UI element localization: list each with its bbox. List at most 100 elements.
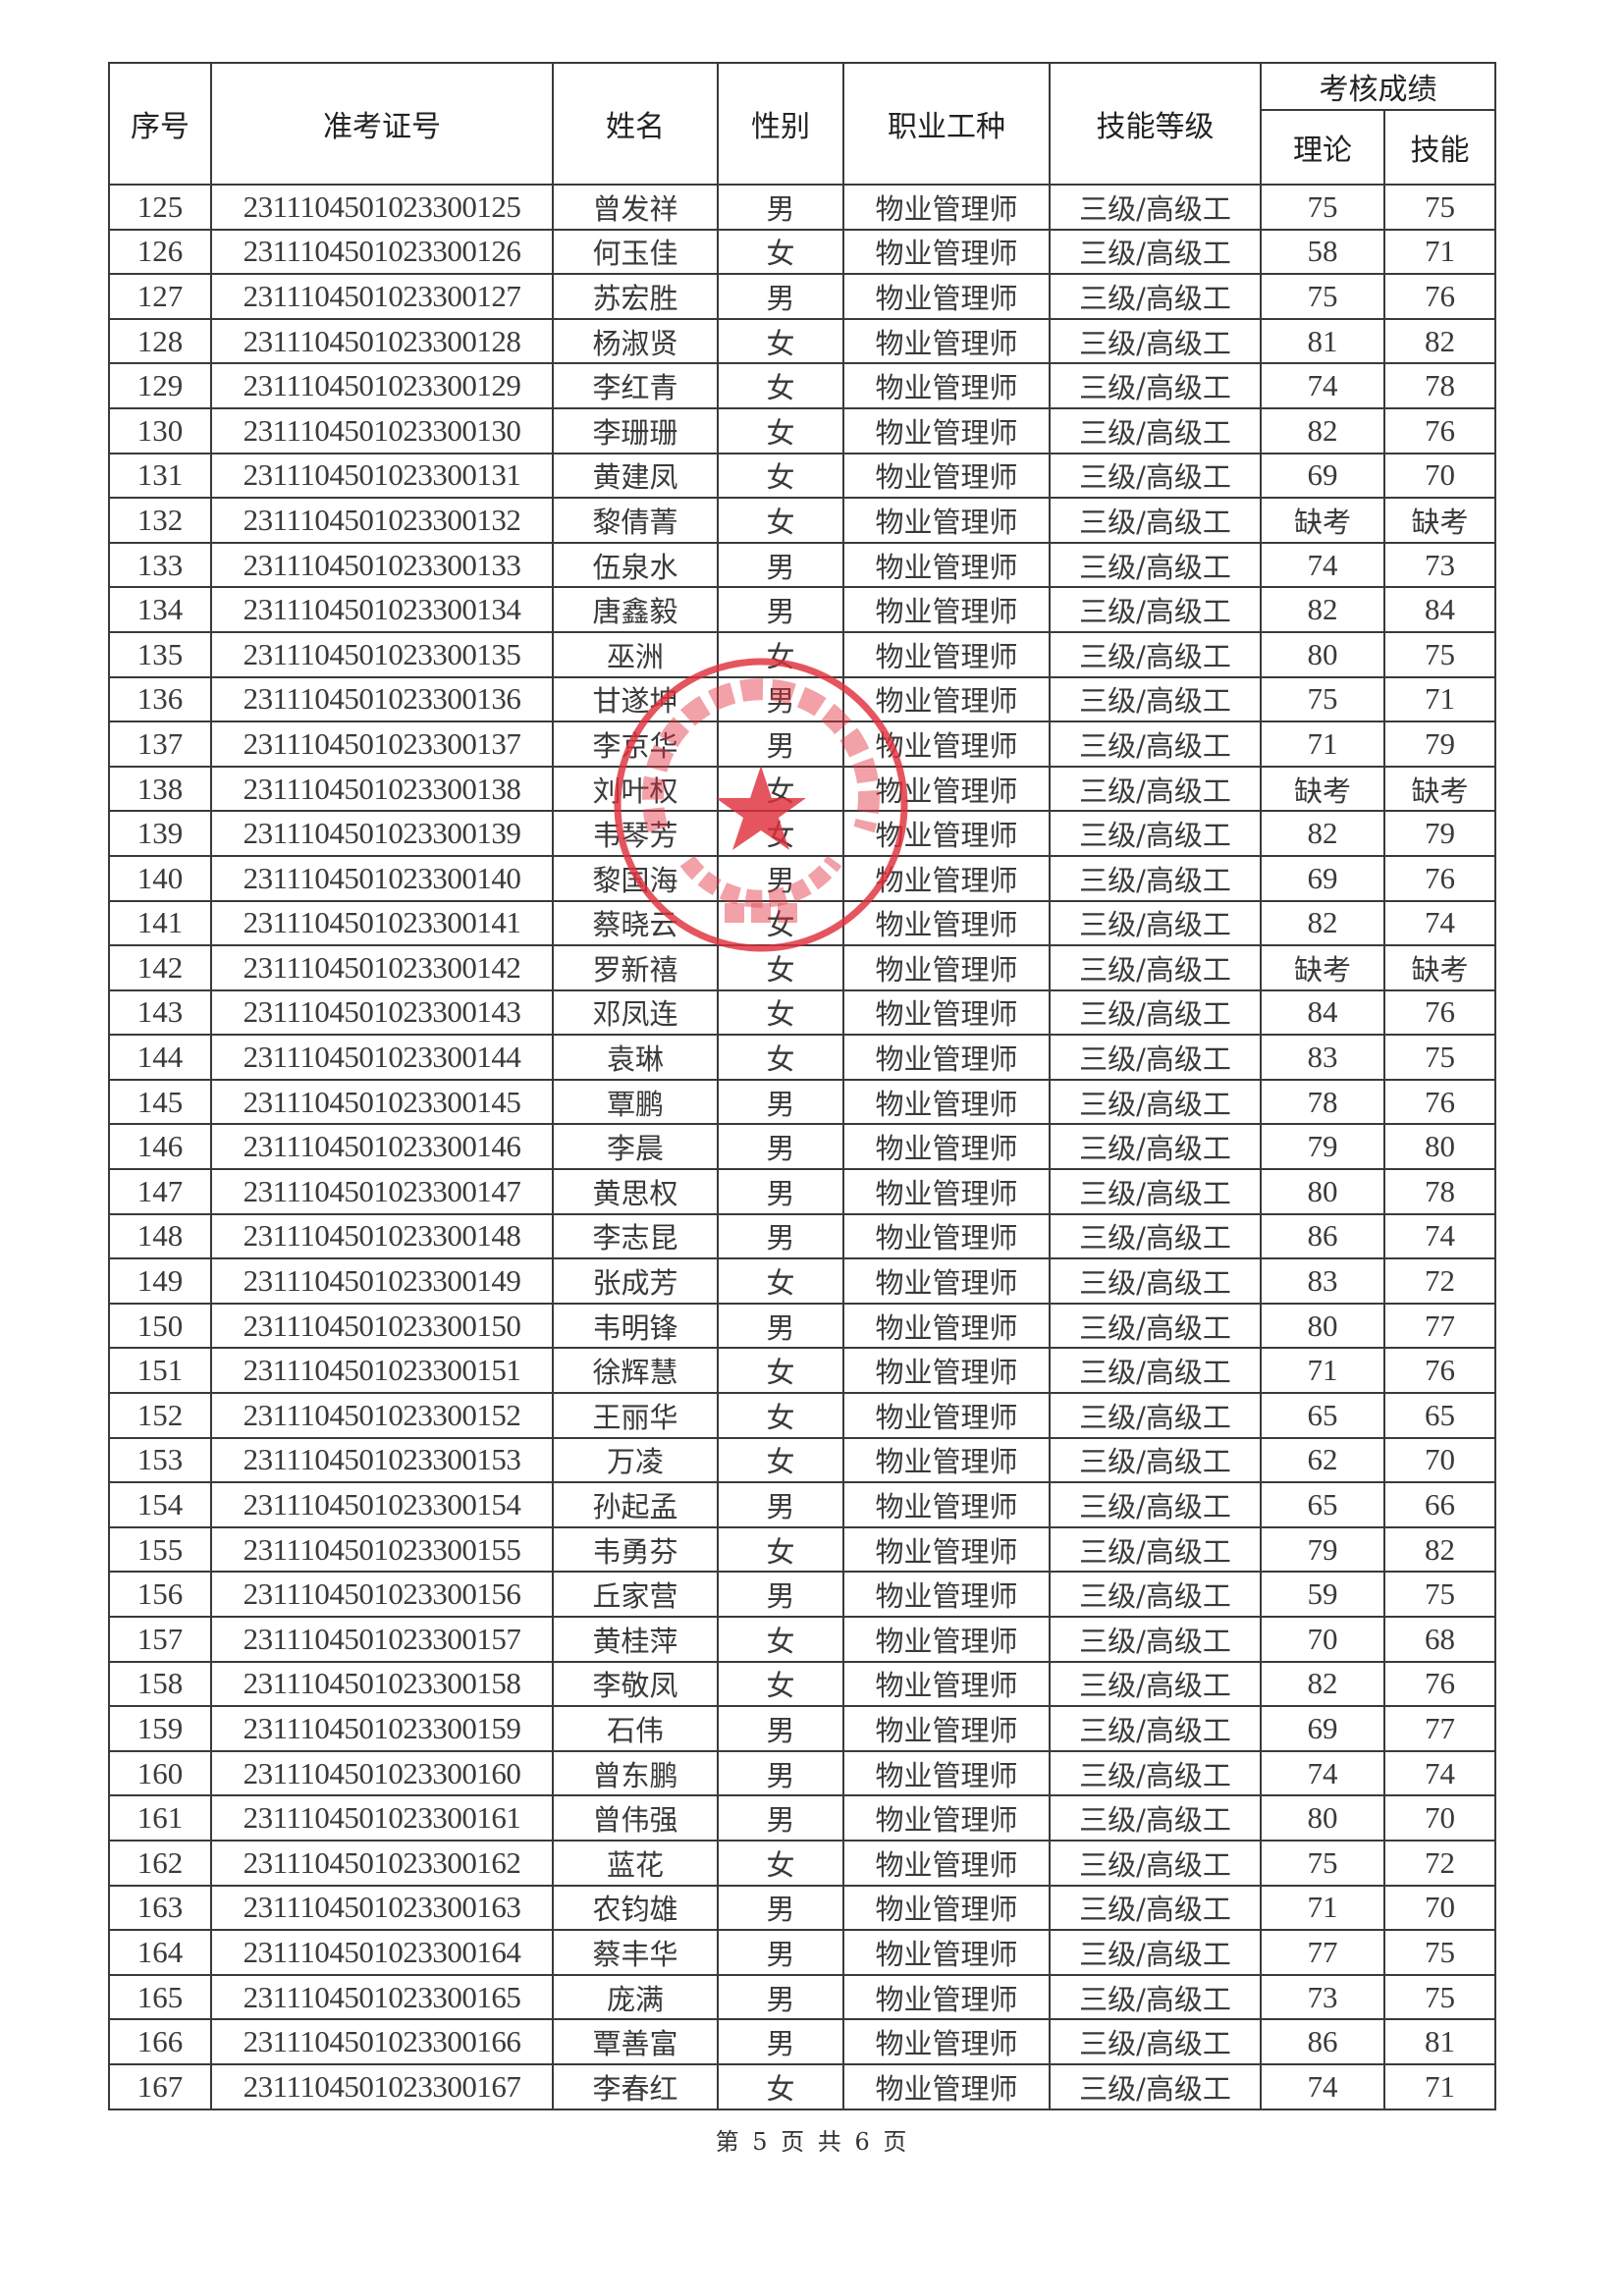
gender-cell: 女: [717, 810, 844, 857]
skill-score-cell: 79: [1383, 721, 1496, 768]
theory-score-cell: 82: [1260, 899, 1385, 947]
gender-cell: 男: [717, 1884, 844, 1932]
name-cell: 张成芳: [552, 1257, 719, 1305]
seq-cell: 146: [108, 1123, 212, 1171]
gender-cell: 男: [717, 675, 844, 723]
table-row: 166 2311104501023300166 覃善富男物业管理师 三级/高级工 86 8…: [108, 2018, 1496, 2065]
seq-cell: 158: [108, 1660, 212, 1708]
gender-cell: 女: [717, 1525, 844, 1574]
name-cell: 孙起孟: [552, 1481, 719, 1528]
table-row: 150 2311104501023300150 韦明锋男物业管理师 三级/高级工 80 7…: [108, 1302, 1496, 1350]
gender-cell: 男: [717, 1212, 844, 1260]
name-cell: 何玉佳: [552, 228, 719, 276]
level-cell: 三级/高级工: [1049, 228, 1262, 276]
theory-score-cell: 83: [1260, 1257, 1385, 1305]
seq-cell: 137: [108, 721, 212, 768]
name-cell: 丘家营: [552, 1571, 719, 1618]
skill-score-cell: 82: [1383, 1525, 1496, 1574]
table-row: 153 2311104501023300153 万凌女物业管理师 三级/高级工 62 70: [108, 1436, 1496, 1484]
theory-score-cell: 缺考: [1260, 944, 1385, 991]
table-row: 164 2311104501023300164 蔡丰华男物业管理师 三级/高级工 77 7…: [108, 1929, 1496, 1976]
occupation-cell: 物业管理师: [842, 1302, 1051, 1350]
theory-score-cell: 65: [1260, 1392, 1385, 1439]
ticket-cell: 2311104501023300165: [210, 1973, 554, 2021]
level-cell: 三级/高级工: [1049, 854, 1262, 902]
ticket-cell: 2311104501023300128: [210, 317, 554, 365]
theory-score-cell: 69: [1260, 452, 1385, 500]
ticket-cell: 2311104501023300166: [210, 2018, 554, 2065]
name-cell: 黎倩菁: [552, 497, 719, 544]
table-header: 序号 准考证号 姓名 性别 职业工种 技能等级 考核成绩 理论 技能: [108, 62, 1496, 186]
skill-score-cell: 70: [1383, 1794, 1496, 1842]
name-cell: 李春红: [552, 2062, 719, 2110]
gender-cell: 女: [717, 988, 844, 1037]
occupation-cell: 物业管理师: [842, 1884, 1051, 1932]
skill-score-cell: 75: [1383, 1571, 1496, 1618]
name-cell: 王丽华: [552, 1392, 719, 1439]
theory-score-cell: 75: [1260, 675, 1385, 723]
ticket-cell: 2311104501023300127: [210, 273, 554, 320]
ticket-cell: 2311104501023300130: [210, 406, 554, 454]
gender-cell: 男: [717, 184, 844, 231]
table-row: 147 2311104501023300147 黄思权男物业管理师 三级/高级工 80 7…: [108, 1168, 1496, 1215]
gender-cell: 男: [717, 854, 844, 902]
skill-score-cell: 70: [1383, 452, 1496, 500]
theory-score-cell: 79: [1260, 1123, 1385, 1171]
theory-score-cell: 82: [1260, 406, 1385, 454]
occupation-cell: 物业管理师: [842, 1123, 1051, 1171]
skill-score-cell: 82: [1383, 317, 1496, 365]
occupation-cell: 物业管理师: [842, 630, 1051, 678]
level-cell: 三级/高级工: [1049, 406, 1262, 454]
name-cell: 曾伟强: [552, 1794, 719, 1842]
theory-score-cell: 86: [1260, 2018, 1385, 2065]
seq-cell: 148: [108, 1212, 212, 1260]
level-cell: 三级/高级工: [1049, 452, 1262, 500]
theory-score-cell: 82: [1260, 1660, 1385, 1708]
header-ticket: 准考证号: [210, 62, 554, 186]
level-cell: 三级/高级工: [1049, 899, 1262, 947]
theory-score-cell: 缺考: [1260, 765, 1385, 813]
skill-score-cell: 76: [1383, 1347, 1496, 1395]
level-cell: 三级/高级工: [1049, 721, 1262, 768]
skill-score-cell: 74: [1383, 1749, 1496, 1797]
name-cell: 杨淑贤: [552, 317, 719, 365]
name-cell: 黄桂萍: [552, 1616, 719, 1663]
ticket-cell: 2311104501023300132: [210, 497, 554, 544]
name-cell: 农钧雄: [552, 1884, 719, 1932]
ticket-cell: 2311104501023300126: [210, 228, 554, 276]
occupation-cell: 物业管理师: [842, 854, 1051, 902]
seq-cell: 127: [108, 273, 212, 320]
skill-score-cell: 缺考: [1383, 944, 1496, 991]
gender-cell: 男: [717, 586, 844, 633]
theory-score-cell: 80: [1260, 1302, 1385, 1350]
header-gender: 性别: [717, 62, 844, 186]
gender-cell: 女: [717, 228, 844, 276]
seq-cell: 138: [108, 765, 212, 813]
occupation-cell: 物业管理师: [842, 1749, 1051, 1797]
occupation-cell: 物业管理师: [842, 1034, 1051, 1081]
gender-cell: 女: [717, 630, 844, 678]
table-row: 161 2311104501023300161 曾伟强男物业管理师 三级/高级工 80 7…: [108, 1794, 1496, 1842]
table-row: 152 2311104501023300152 王丽华女物业管理师 三级/高级工 65 6…: [108, 1392, 1496, 1439]
level-cell: 三级/高级工: [1049, 1212, 1262, 1260]
name-cell: 李红青: [552, 362, 719, 409]
theory-score-cell: 65: [1260, 1481, 1385, 1528]
skill-score-cell: 74: [1383, 899, 1496, 947]
ticket-cell: 2311104501023300160: [210, 1749, 554, 1797]
name-cell: 徐辉慧: [552, 1347, 719, 1395]
gender-cell: 男: [717, 1078, 844, 1126]
seq-cell: 143: [108, 988, 212, 1037]
level-cell: 三级/高级工: [1049, 1302, 1262, 1350]
table-row: 151 2311104501023300151 徐辉慧女物业管理师 三级/高级工 71 7…: [108, 1347, 1496, 1395]
table-row: 139 2311104501023300139 韦琴芳女物业管理师 三级/高级工 82 7…: [108, 810, 1496, 857]
table-row: 135 2311104501023300135 巫洲女物业管理师 三级/高级工 80 75: [108, 630, 1496, 678]
skill-score-cell: 缺考: [1383, 497, 1496, 544]
table-row: 158 2311104501023300158 李敬凤女物业管理师 三级/高级工 82 7…: [108, 1660, 1496, 1708]
level-cell: 三级/高级工: [1049, 944, 1262, 991]
level-cell: 三级/高级工: [1049, 1660, 1262, 1708]
occupation-cell: 物业管理师: [842, 1616, 1051, 1663]
table-row: 137 2311104501023300137 李京华男物业管理师 三级/高级工 71 7…: [108, 721, 1496, 768]
theory-score-cell: 83: [1260, 1034, 1385, 1081]
seq-cell: 159: [108, 1705, 212, 1752]
gender-cell: 男: [717, 1929, 844, 1976]
